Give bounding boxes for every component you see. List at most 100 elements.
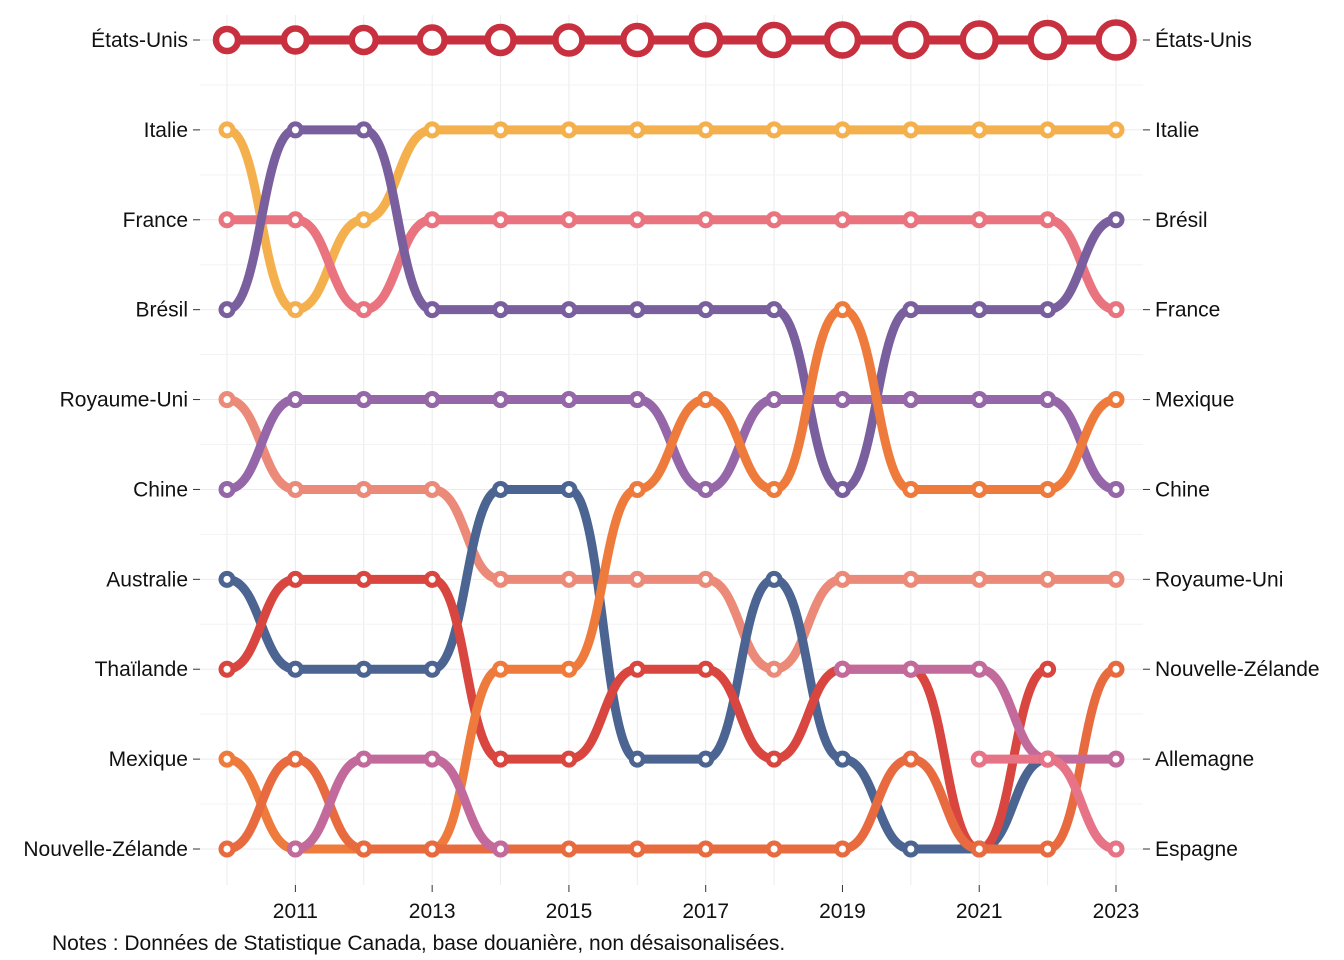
series-point-mx: [1107, 391, 1125, 409]
series-point-it: [970, 121, 988, 139]
right-rank-label: Italie: [1155, 119, 1199, 142]
series-point-us: [620, 22, 655, 58]
series-point-fr: [970, 211, 988, 229]
series-point-nz: [286, 750, 304, 768]
series-point-br: [697, 301, 715, 319]
series-point-cn: [423, 391, 441, 409]
series-point-cn: [970, 391, 988, 409]
series-point-cn: [492, 391, 510, 409]
left-rank-label: Brésil: [135, 299, 188, 322]
series-point-it: [423, 121, 441, 139]
series-point-us: [484, 23, 517, 57]
left-rank-label: Chine: [133, 478, 188, 501]
series-point-br: [492, 301, 510, 319]
series-point-au: [628, 750, 646, 768]
series-point-nz: [1107, 660, 1125, 678]
series-point-cn: [833, 391, 851, 409]
x-axis-ticks: 2011 2013 2015 2017 2019 2021 2023: [273, 885, 1140, 923]
series-point-mx: [628, 480, 646, 498]
series-point-th: [765, 750, 783, 768]
series-point-au: [492, 480, 510, 498]
series-point-nz: [355, 840, 373, 858]
right-rank-label: France: [1155, 299, 1220, 322]
series-point-au: [697, 750, 715, 768]
left-rank-label: Italie: [144, 119, 188, 142]
series-point-uk: [423, 480, 441, 498]
series-point-uk: [833, 570, 851, 588]
series-point-es: [970, 750, 988, 768]
right-rank-label: Royaume-Uni: [1155, 568, 1283, 591]
series-line-th: [222, 574, 1053, 854]
series-point-mx: [902, 480, 920, 498]
series-point-us: [280, 25, 311, 55]
series-point-uk: [492, 570, 510, 588]
series-point-it: [1039, 121, 1057, 139]
series-point-fr: [697, 211, 715, 229]
series-point-it: [492, 121, 510, 139]
series-point-nz: [833, 840, 851, 858]
series-point-br: [423, 301, 441, 319]
series-point-de: [833, 660, 851, 678]
series-point-cn: [765, 391, 783, 409]
right-rank-label: Brésil: [1155, 209, 1208, 232]
series-point-th: [423, 570, 441, 588]
x-tick-label: 2013: [409, 900, 456, 923]
series-point-cn: [1107, 480, 1125, 498]
series-point-de: [970, 660, 988, 678]
series-point-th: [697, 660, 715, 678]
series-point-fr: [628, 211, 646, 229]
series-point-cn: [902, 391, 920, 409]
series-point-es: [1039, 750, 1057, 768]
x-tick-label: 2017: [682, 900, 729, 923]
x-tick-label: 2023: [1093, 900, 1140, 923]
series-point-fr: [355, 301, 373, 319]
series-point-es: [1107, 840, 1125, 858]
series-point-cn: [218, 480, 236, 498]
series-point-nz: [1039, 840, 1057, 858]
series-point-th: [1039, 660, 1057, 678]
series-point-cn: [355, 391, 373, 409]
series-point-us: [687, 22, 724, 58]
series-point-uk: [560, 570, 578, 588]
series-point-br: [1039, 301, 1057, 319]
series-point-fr: [218, 211, 236, 229]
left-rank-label: Thaïlande: [95, 658, 188, 681]
series-point-uk: [286, 480, 304, 498]
series-point-de: [902, 660, 920, 678]
x-tick-label: 2019: [819, 900, 866, 923]
series-point-br: [355, 121, 373, 139]
series-point-it: [1107, 121, 1125, 139]
series-point-nz: [560, 840, 578, 858]
series-point-uk: [218, 391, 236, 409]
right-rank-label: Nouvelle-Zélande: [1155, 658, 1320, 681]
right-rank-label: Chine: [1155, 478, 1210, 501]
series-point-th: [492, 750, 510, 768]
series-point-au: [355, 660, 373, 678]
right-rank-label: Mexique: [1155, 389, 1234, 412]
series-point-fr: [833, 211, 851, 229]
left-rank-label: Australie: [106, 568, 188, 591]
series-point-nz: [628, 840, 646, 858]
series-point-fr: [1039, 211, 1057, 229]
series-point-mx: [560, 660, 578, 678]
series-point-uk: [1107, 570, 1125, 588]
left-rank-label: France: [123, 209, 188, 232]
series-point-us: [823, 21, 862, 59]
series-point-cn: [560, 391, 578, 409]
right-rank-label: États-Unis: [1155, 29, 1252, 52]
series-point-au: [560, 480, 578, 498]
series-point-it: [628, 121, 646, 139]
series-point-mx: [218, 750, 236, 768]
series-point-br: [218, 301, 236, 319]
series-point-uk: [902, 570, 920, 588]
series-point-br: [286, 121, 304, 139]
series-point-de: [355, 750, 373, 768]
series-point-nz: [765, 840, 783, 858]
series-point-fr: [765, 211, 783, 229]
series-points: [212, 19, 1137, 858]
series-point-de: [1107, 750, 1125, 768]
right-rank-labels: États-Unis Italie Brésil France Mexique Chine…: [1143, 29, 1320, 861]
series-point-au: [218, 570, 236, 588]
series-point-br: [833, 480, 851, 498]
series-point-us: [1095, 19, 1137, 61]
